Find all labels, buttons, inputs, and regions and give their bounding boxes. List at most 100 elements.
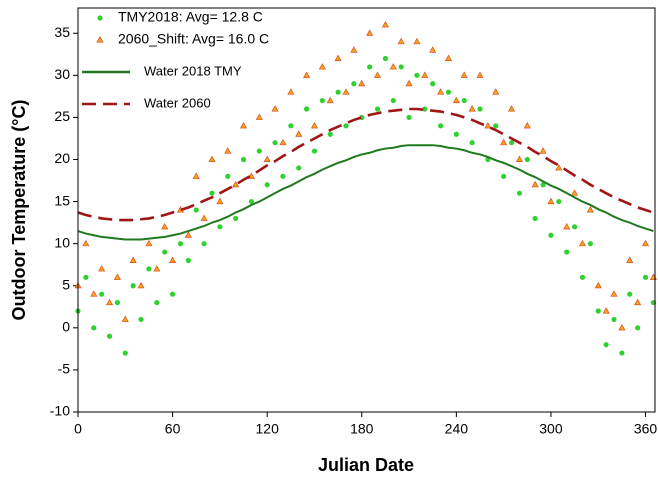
- scatter-point: [130, 283, 136, 289]
- scatter-point: [225, 173, 231, 179]
- scatter-point: [634, 298, 642, 306]
- scatter-point: [367, 64, 373, 70]
- scatter-point: [515, 155, 523, 162]
- scatter-point: [437, 123, 444, 129]
- y-tick-label: 5: [62, 276, 70, 292]
- scatter-point: [555, 164, 563, 171]
- y-tick-label: 15: [54, 192, 70, 208]
- scatter-point: [469, 140, 475, 146]
- scatter-point: [280, 173, 286, 179]
- scatter-point: [492, 88, 500, 95]
- scatter-point: [523, 122, 531, 129]
- scatter-point: [122, 350, 128, 356]
- y-tick-label: 35: [54, 24, 70, 40]
- scatter-point: [595, 308, 601, 314]
- scatter-point: [548, 232, 554, 238]
- scatter-point: [618, 324, 626, 331]
- y-tick-label: 20: [54, 150, 70, 166]
- scatter-point: [327, 131, 333, 137]
- scatter-point: [217, 224, 223, 230]
- scatter-point: [248, 198, 255, 205]
- scatter-point: [264, 182, 270, 188]
- scatter-point: [216, 197, 224, 205]
- scatter-point: [422, 106, 428, 112]
- scatter-point: [113, 273, 121, 280]
- scatter-point: [319, 97, 325, 104]
- scatter-point: [169, 291, 176, 297]
- y-tick-label: -10: [50, 403, 70, 419]
- scatter-point: [224, 147, 232, 154]
- scatter-point: [564, 249, 570, 255]
- scatter-point: [201, 241, 207, 247]
- scatter-point: [437, 88, 445, 95]
- scatter-point: [129, 256, 137, 263]
- x-tick-label: 300: [539, 421, 563, 437]
- scatter-point: [82, 239, 90, 247]
- x-tick-label: 240: [445, 421, 469, 437]
- scatter-point: [556, 198, 562, 205]
- scatter-point: [382, 55, 389, 62]
- scatter-point: [185, 257, 191, 264]
- scatter-point: [649, 273, 657, 280]
- scatter-point: [611, 316, 617, 323]
- scatter-point: [461, 97, 467, 104]
- scatter-series: [74, 21, 657, 331]
- x-axis-title: Julian Date: [318, 455, 414, 475]
- scatter-point: [162, 249, 168, 255]
- scatter-point: [413, 37, 421, 45]
- scatter-point: [137, 281, 145, 289]
- scatter-point: [209, 190, 215, 196]
- scatter-point: [578, 239, 586, 247]
- scatter-point: [571, 189, 579, 196]
- scatter-point: [208, 155, 216, 162]
- scatter-point: [138, 316, 144, 323]
- scatter-point: [579, 274, 586, 280]
- scatter-point: [397, 37, 405, 45]
- line-series: [77, 144, 654, 241]
- scatter-point: [154, 299, 160, 306]
- scatter-point: [184, 231, 192, 238]
- x-tick-label: 360: [634, 421, 658, 437]
- line-series: [77, 107, 654, 222]
- scatter-point: [493, 123, 499, 129]
- scatter-point: [501, 173, 507, 179]
- scatter-point: [272, 140, 278, 146]
- scatter-point: [610, 290, 618, 297]
- scatter-point: [311, 148, 318, 154]
- scatter-point: [374, 106, 381, 112]
- scatter-point: [279, 138, 287, 146]
- scatter-point: [350, 46, 358, 53]
- scatter-point: [91, 325, 97, 331]
- scatter-point: [444, 54, 452, 61]
- scatter-point: [83, 274, 89, 280]
- legend-entry: 2060_Shift: Avg= 16.0 C: [96, 31, 269, 47]
- scatter-point: [98, 265, 106, 272]
- scatter-point: [594, 281, 602, 289]
- scatter-point: [256, 148, 262, 154]
- scatter-point: [177, 241, 184, 247]
- y-tick-label: 30: [54, 66, 70, 82]
- scatter-point: [121, 315, 129, 322]
- scatter-point: [421, 71, 429, 78]
- scatter-point: [381, 21, 389, 28]
- scatter-point: [524, 156, 530, 163]
- scatter-point: [539, 147, 547, 154]
- scatter-point: [169, 256, 177, 263]
- scatter-point: [563, 223, 571, 230]
- scatter-point: [99, 291, 105, 297]
- scatter-point: [619, 350, 625, 356]
- scatter-point: [635, 325, 641, 331]
- legend-marker: [96, 36, 104, 43]
- y-tick-label: 10: [54, 234, 70, 250]
- scatter-point: [531, 180, 539, 188]
- scatter-point: [232, 180, 240, 188]
- scatter-point: [233, 215, 239, 222]
- scatter-point: [532, 215, 538, 222]
- scatter-point: [192, 172, 200, 179]
- scatter-point: [468, 105, 476, 112]
- scatter-point: [153, 265, 161, 272]
- scatter-point: [271, 105, 279, 112]
- scatter-point: [288, 123, 294, 129]
- scatter-point: [303, 71, 311, 78]
- scatter-point: [390, 97, 396, 104]
